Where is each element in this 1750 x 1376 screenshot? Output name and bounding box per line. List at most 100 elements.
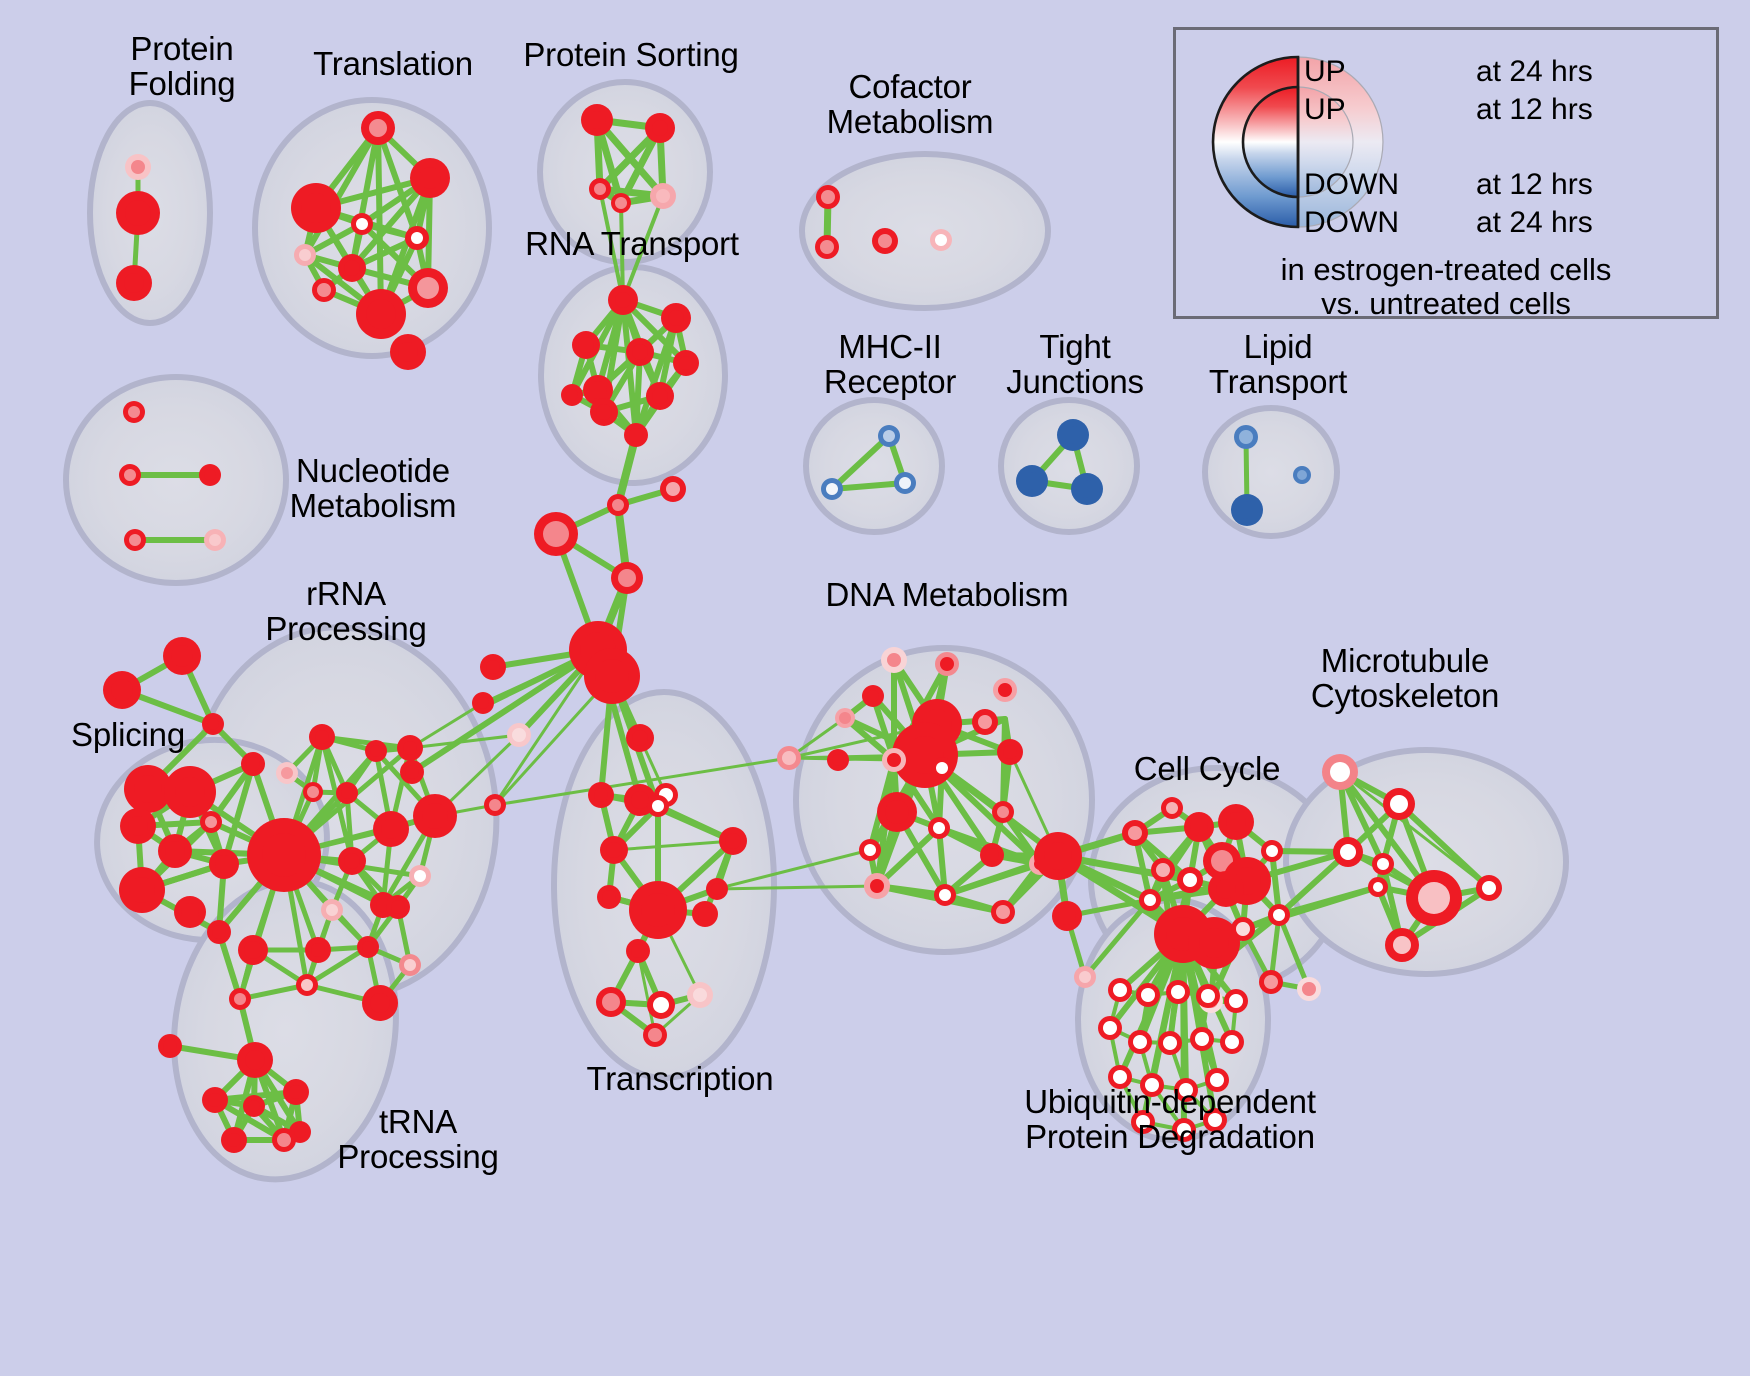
node xyxy=(534,512,578,556)
node xyxy=(174,896,206,928)
node xyxy=(207,920,231,944)
cluster-label-translation: Translation xyxy=(313,45,473,82)
node xyxy=(597,885,621,909)
node xyxy=(626,724,654,752)
node xyxy=(397,735,423,761)
node xyxy=(361,111,395,145)
node xyxy=(413,794,457,838)
node xyxy=(158,834,192,868)
node xyxy=(1139,889,1161,911)
node xyxy=(928,817,950,839)
cluster-label-ubiquitin-protein-degradation: Ubiquitin-dependent Protein Degradation xyxy=(1024,1083,1316,1155)
node xyxy=(241,752,265,776)
node xyxy=(1224,989,1248,1013)
node xyxy=(992,801,1014,823)
node xyxy=(276,762,298,784)
node xyxy=(581,104,613,136)
node xyxy=(706,878,728,900)
node xyxy=(294,244,316,266)
node xyxy=(894,472,916,494)
node xyxy=(103,671,141,709)
node xyxy=(164,766,216,818)
node xyxy=(507,723,531,747)
node xyxy=(373,811,409,847)
node xyxy=(163,637,201,675)
node xyxy=(611,562,643,594)
node xyxy=(687,982,713,1008)
node xyxy=(1218,804,1254,840)
node xyxy=(1368,877,1388,897)
node xyxy=(993,678,1017,702)
node xyxy=(660,476,686,502)
legend-state-up-12: UP xyxy=(1304,93,1346,126)
node xyxy=(243,1095,265,1117)
node xyxy=(931,757,953,779)
node xyxy=(237,1042,273,1078)
node xyxy=(1476,875,1502,901)
node xyxy=(881,647,907,673)
node xyxy=(351,213,373,235)
node xyxy=(356,289,406,339)
node xyxy=(815,235,839,259)
node xyxy=(816,185,840,209)
node xyxy=(1406,870,1462,926)
node xyxy=(124,765,172,813)
node xyxy=(202,713,224,735)
node xyxy=(589,178,611,200)
legend-panel: UP at 24 hrs UP at 12 hrs DOWN at 12 hrs… xyxy=(1173,27,1719,321)
node xyxy=(1108,1065,1132,1089)
node xyxy=(1074,966,1096,988)
node xyxy=(116,265,152,301)
node xyxy=(647,795,669,817)
node xyxy=(645,113,675,143)
node xyxy=(291,183,341,233)
node xyxy=(1385,928,1419,962)
node xyxy=(647,991,675,1019)
node xyxy=(399,954,421,976)
cluster-label-splicing: Splicing xyxy=(71,716,185,753)
node xyxy=(583,375,613,405)
node xyxy=(362,985,398,1021)
node xyxy=(221,1127,247,1153)
node xyxy=(158,1034,182,1058)
node xyxy=(611,193,631,213)
node xyxy=(1234,425,1258,449)
node xyxy=(600,836,628,864)
node xyxy=(1268,904,1290,926)
node xyxy=(864,873,890,899)
node xyxy=(572,331,600,359)
node xyxy=(1108,978,1132,1002)
node xyxy=(1057,419,1089,451)
node xyxy=(209,849,239,879)
node xyxy=(409,865,431,887)
node xyxy=(1140,1073,1164,1097)
node xyxy=(386,895,410,919)
cluster-label-trna-processing: tRNA Processing xyxy=(337,1103,499,1175)
node xyxy=(596,987,626,1017)
node xyxy=(1034,832,1082,880)
node xyxy=(997,739,1023,765)
cluster-label-nucleotide-metabolism: Nucleotide Metabolism xyxy=(289,452,457,524)
node xyxy=(719,827,747,855)
node xyxy=(199,464,221,486)
node xyxy=(1372,853,1394,875)
node xyxy=(1158,1031,1182,1055)
node xyxy=(561,384,583,406)
cluster-label-tight-junctions: Tight Junctions xyxy=(1006,328,1144,400)
cluster-label-microtubule-cytoskeleton: Microtubule Cytoskeleton xyxy=(1310,642,1500,714)
node xyxy=(607,494,629,516)
halo-nucleotide-metabolism xyxy=(63,374,289,586)
node xyxy=(872,228,898,254)
cluster-label-dna-metabolism: DNA Metabolism xyxy=(825,576,1069,613)
node xyxy=(119,464,141,486)
node xyxy=(588,782,614,808)
cluster-label-protein-folding: Protein Folding xyxy=(128,30,236,102)
node xyxy=(862,685,884,707)
node xyxy=(1172,1118,1196,1142)
node xyxy=(123,401,145,423)
node xyxy=(400,760,424,784)
node xyxy=(321,899,343,921)
node xyxy=(1184,812,1214,842)
node xyxy=(116,191,160,235)
node xyxy=(124,529,146,551)
